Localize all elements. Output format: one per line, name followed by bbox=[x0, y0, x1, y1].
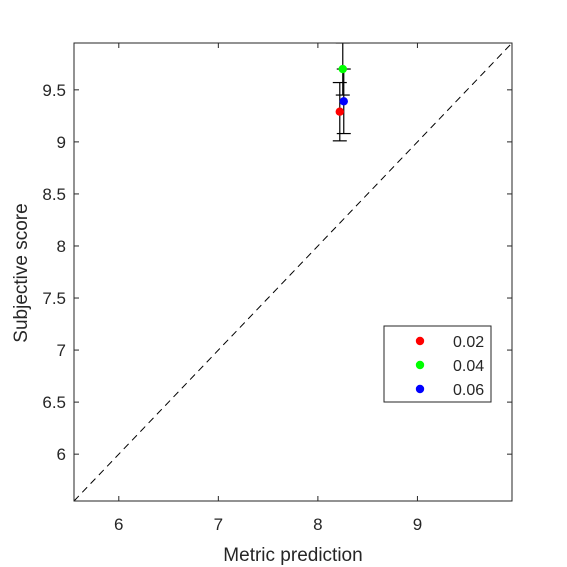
legend-label: 0.04 bbox=[453, 358, 484, 375]
legend-marker-0.06 bbox=[415, 384, 425, 394]
legend-marker-0.02 bbox=[415, 336, 425, 346]
x-axis-ticks: 6 7 8 9 bbox=[114, 43, 422, 534]
data-point-0.06 bbox=[339, 97, 348, 106]
legend-label: 0.02 bbox=[453, 334, 484, 351]
y-tick-label: 8.5 bbox=[42, 185, 66, 204]
x-tick-label: 6 bbox=[114, 515, 123, 534]
x-tick-label: 7 bbox=[214, 515, 223, 534]
axes-box bbox=[73, 42, 513, 502]
diagonal-reference-line bbox=[73, 42, 513, 502]
legend-label: 0.06 bbox=[453, 382, 484, 399]
y-tick-label: 9 bbox=[57, 133, 66, 152]
y-tick-label: 8 bbox=[57, 237, 66, 256]
y-axis-label: Subjective score bbox=[11, 203, 32, 342]
legend-marker-0.04 bbox=[415, 360, 425, 370]
data-point-0.04 bbox=[338, 64, 347, 74]
data-points-layer bbox=[335, 64, 348, 116]
legend: 0.02 0.04 0.06 bbox=[383, 325, 492, 403]
y-tick-label: 6 bbox=[57, 445, 66, 464]
y-axis-ticks: 6 6.5 7 7.5 8 8.5 9 9.5 bbox=[42, 81, 512, 464]
legend-box bbox=[383, 325, 492, 403]
data-point-0.02 bbox=[335, 107, 344, 116]
x-axis-label: Metric prediction bbox=[223, 545, 362, 566]
x-tick-label: 8 bbox=[313, 515, 322, 534]
axes-frame bbox=[73, 42, 513, 502]
y-tick-label: 7 bbox=[57, 341, 66, 360]
x-tick-label: 9 bbox=[413, 515, 422, 534]
y-tick-label: 6.5 bbox=[42, 393, 66, 412]
y-tick-label: 7.5 bbox=[42, 289, 66, 308]
y-tick-label: 9.5 bbox=[42, 81, 66, 100]
reference-line-layer bbox=[73, 42, 513, 502]
